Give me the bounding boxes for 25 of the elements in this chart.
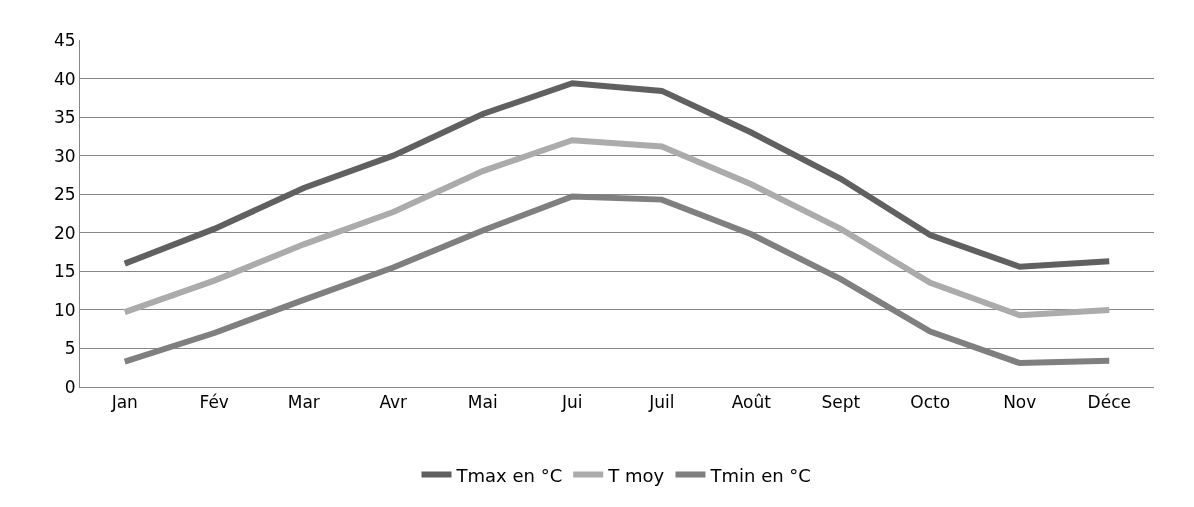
x-tick-label: Fév	[199, 392, 229, 413]
x-tick-label: Mar	[287, 392, 320, 413]
y-tick-label: 20	[53, 222, 76, 243]
legend-label: Tmax en °C	[455, 464, 563, 486]
y-tick-label: 30	[53, 145, 76, 166]
y-tick-label: 40	[53, 68, 76, 89]
x-tick-label: Avr	[379, 392, 408, 413]
x-tick-label: Nov	[1003, 392, 1037, 413]
x-tick-label: Août	[731, 392, 772, 413]
x-tick-label: Jui	[560, 392, 583, 413]
legend-label: T moy	[607, 464, 665, 486]
y-tick-label: 45	[53, 29, 76, 50]
x-tick-label: Sept	[821, 392, 861, 413]
y-tick-label: 15	[53, 261, 76, 282]
x-tick-label: Jan	[110, 392, 138, 413]
x-tick-label: Octo	[910, 392, 951, 413]
y-tick-label: 10	[53, 299, 76, 320]
x-tick-label: Déce	[1087, 392, 1131, 413]
x-tick-label: Mai	[467, 392, 498, 413]
y-tick-label: 25	[53, 184, 76, 205]
legend-label: Tmin en °C	[709, 464, 811, 486]
x-tick-label: Juil	[648, 392, 675, 413]
y-tick-label: 0	[64, 376, 76, 397]
y-tick-label: 5	[64, 338, 76, 359]
y-tick-label: 35	[53, 107, 76, 128]
